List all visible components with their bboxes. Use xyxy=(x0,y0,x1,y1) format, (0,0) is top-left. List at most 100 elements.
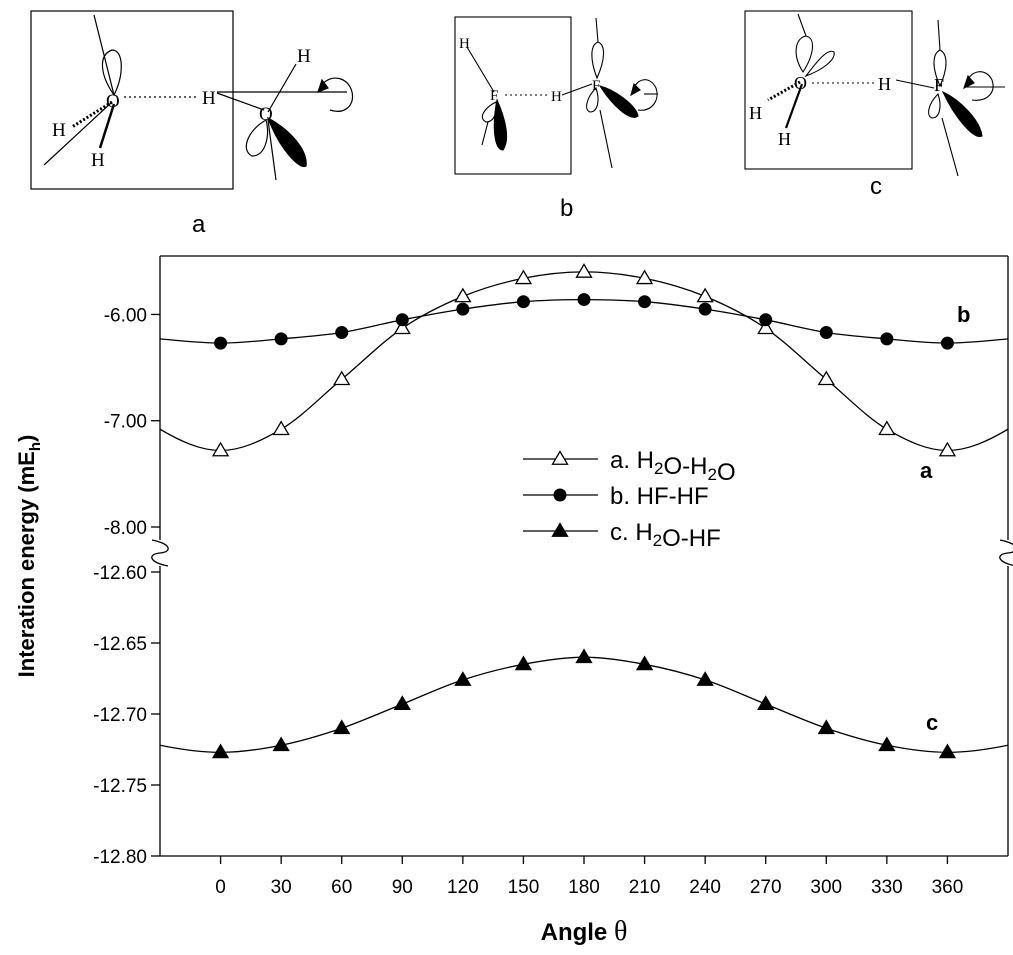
series-c xyxy=(160,648,1008,759)
series-a-point-3 xyxy=(393,319,411,335)
legend-label-0-sub1: 2 xyxy=(654,459,663,478)
axis-break-right xyxy=(999,539,1013,566)
series-a-point-11 xyxy=(878,420,896,436)
legend-marker-1 xyxy=(553,488,567,502)
diagram-c-atom-f-right: F xyxy=(934,75,944,95)
series-b xyxy=(160,293,1008,350)
series-c-point-11 xyxy=(878,736,896,752)
series-a-point-9 xyxy=(757,319,775,335)
series-c-end-label: c xyxy=(926,710,938,735)
diagram-c-label: c xyxy=(870,173,882,200)
legend-label-2-mid: O-HF xyxy=(662,525,721,552)
y-axis-title: Interation energy (mEh) xyxy=(14,435,44,678)
diagram-c-arrow-head xyxy=(963,74,975,90)
diagram-b-tail xyxy=(481,121,489,146)
y-axis-title-text: Interation energy (mE xyxy=(14,451,39,677)
y-tick-label-lower-4: -12.80 xyxy=(93,847,147,868)
series-a-point-0 xyxy=(211,441,230,457)
diagram-c-bond-hf xyxy=(895,79,935,89)
y-axis-title-sub: h xyxy=(27,442,44,451)
diagram-a-bond-line xyxy=(43,101,113,166)
x-tick-label-0: 0 xyxy=(215,877,226,898)
diagram-a-atom-h-bridge: H xyxy=(202,88,216,109)
legend-label-0: a. H2O-H2O xyxy=(610,447,736,486)
series-c-point-9 xyxy=(757,695,775,710)
diagram-b-top-axis xyxy=(595,17,599,43)
diagram-b-filled-lobe xyxy=(493,98,508,151)
legend-label-0-suffix: O xyxy=(717,459,736,486)
diagram-c-open-lobe-low xyxy=(928,92,941,119)
diagram-b-open-lobe-top xyxy=(591,41,605,80)
series-b-point-1 xyxy=(274,332,288,346)
y-tick-label-upper-0: -6.00 xyxy=(104,305,147,326)
legend-label-2-prefix: c. H xyxy=(610,519,653,546)
legend-label-0-mid: O-H xyxy=(663,453,707,480)
x-tick-label-12: 360 xyxy=(932,877,964,898)
legend-label-2: c. H2O-HF xyxy=(610,519,721,552)
x-tick-label-2: 60 xyxy=(331,877,352,898)
series-b-point-6 xyxy=(577,293,591,307)
series-b-point-5 xyxy=(516,295,530,309)
legend-label-2-sub1: 2 xyxy=(653,531,662,550)
diagram-b-atom-f-left: F xyxy=(490,88,498,104)
y-tick-label-lower-3: -12.75 xyxy=(93,776,147,797)
diagram-a-atom-o-left: O xyxy=(106,91,120,112)
series-b-point-10 xyxy=(819,326,833,340)
series-b-point-8 xyxy=(698,302,712,316)
series-c-point-5 xyxy=(514,655,533,671)
diagram-a-label: a xyxy=(192,211,206,238)
diagram-c-frame xyxy=(744,10,913,170)
series-a-end-label: a xyxy=(920,458,933,483)
series-c-point-0 xyxy=(211,743,230,759)
legend-label-1: b. HF-HF xyxy=(610,483,709,510)
diagram-a-rotation-arrow xyxy=(321,77,354,112)
diagram-b-filled-lobe-right xyxy=(598,85,639,118)
series-b-point-2 xyxy=(335,326,349,340)
diagram-a-atom-h-right: H xyxy=(297,46,311,67)
diagram-a-open-lobe xyxy=(245,119,269,157)
series-c-point-1 xyxy=(272,736,290,752)
series-b-point-0 xyxy=(214,336,228,350)
diagram-c-top-axis xyxy=(937,19,941,51)
y-axis-ticks: -6.00 -7.00 -8.00 -12.60 -12.65 -12.70 -12.75 -… xyxy=(93,305,160,868)
series-c-point-2 xyxy=(333,719,351,735)
y-tick-label-lower-2: -12.70 xyxy=(93,705,147,726)
series-c-point-8 xyxy=(696,671,714,686)
series-a-point-1 xyxy=(272,420,290,436)
series-b-point-9 xyxy=(759,313,773,327)
diagram-a-bond-oh2 xyxy=(267,63,297,113)
diagram-a-bond-h xyxy=(98,103,116,149)
diagram-c-open-lobe2 xyxy=(804,50,835,78)
plot-frame xyxy=(159,255,1009,857)
diagram-b-arrow-head xyxy=(630,82,641,97)
legend-label-0-sub2: 2 xyxy=(707,465,716,484)
diagram-b-atom-h-left: H xyxy=(459,36,470,52)
diagram-b-atom-h-bridge: H xyxy=(551,89,562,105)
series-b-point-4 xyxy=(456,302,470,316)
legend-label-0-prefix: a. H xyxy=(610,447,654,474)
diagram-b-bond-hf xyxy=(466,46,495,93)
diagram-c-atom-o-left: O xyxy=(794,73,807,93)
y-tick-label-upper-1: -7.00 xyxy=(104,412,147,433)
series-a-point-2 xyxy=(333,370,351,386)
diagram-c-atom-h-bridge: H xyxy=(878,74,891,94)
diagram-a-atom-o-right: O xyxy=(259,104,273,125)
y-axis-title-close: ) xyxy=(14,435,39,442)
x-tick-label-7: 210 xyxy=(629,877,661,898)
legend-marker-0 xyxy=(551,450,569,465)
x-tick-label-8: 240 xyxy=(689,877,721,898)
series-c-point-10 xyxy=(817,719,835,735)
diagram-a-bond-oh xyxy=(216,92,265,111)
series-c-point-12 xyxy=(938,743,957,759)
diagram-b-label: b xyxy=(560,195,573,222)
diagram-a-tail xyxy=(267,119,277,181)
series-b-end-label: b xyxy=(957,302,970,327)
diagram-c-rotation-arrow xyxy=(967,71,994,101)
diagram-a-lone-pair-lobe xyxy=(101,49,122,97)
x-axis-ticks: 0 30 60 90 120 150 180 210 240 270 300 330 360 xyxy=(215,856,963,898)
series-a-point-5 xyxy=(514,269,533,285)
series-a-point-10 xyxy=(817,370,835,386)
series-a-point-4 xyxy=(454,287,472,303)
series-c-point-4 xyxy=(454,671,472,686)
series-a-point-8 xyxy=(696,287,714,303)
